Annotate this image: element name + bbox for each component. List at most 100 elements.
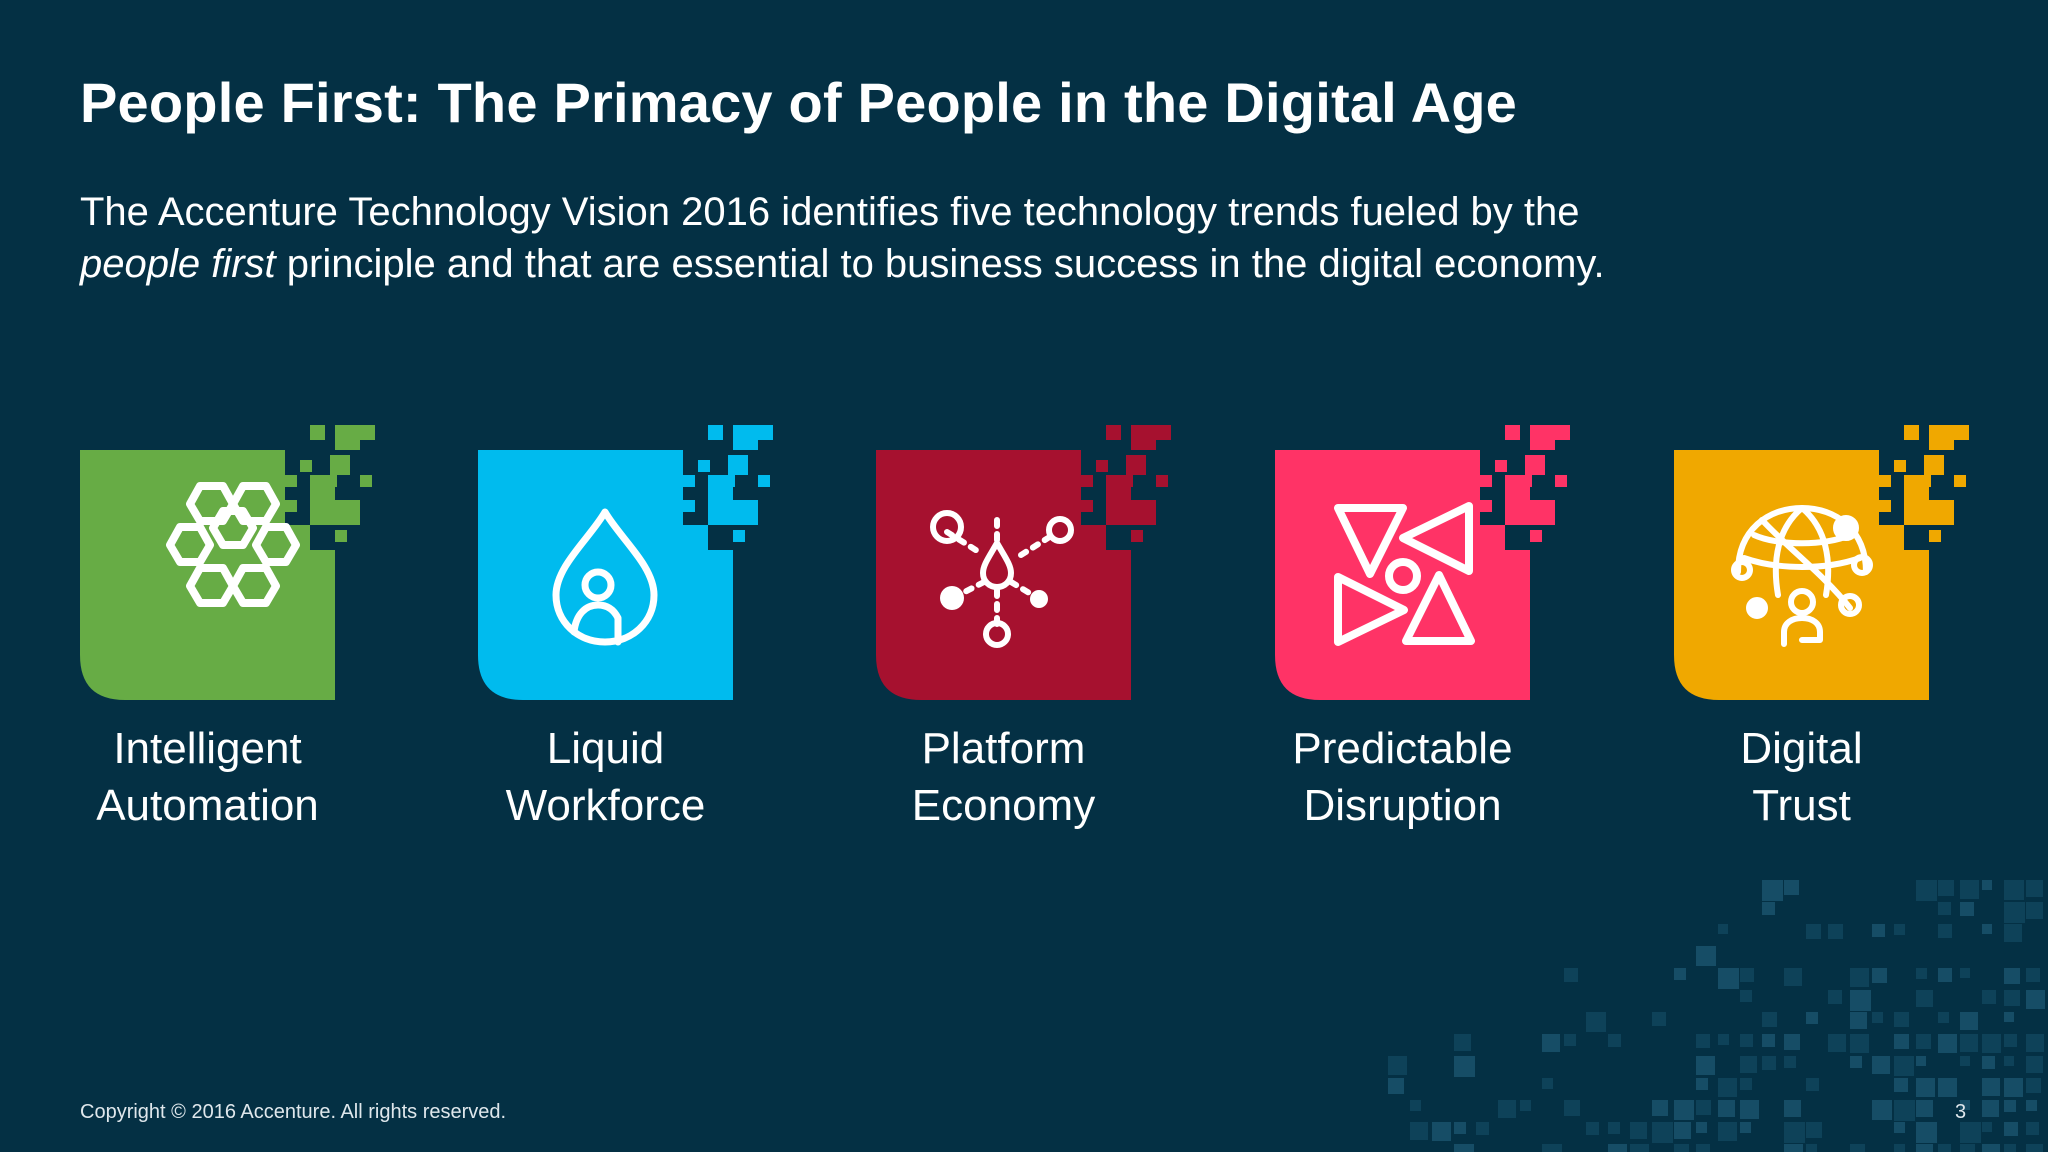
decor-pixel bbox=[2026, 1100, 2037, 1111]
decor-pixel bbox=[1960, 1034, 1978, 1052]
decor-pixel bbox=[1784, 1144, 1803, 1152]
decor-pixel bbox=[2004, 1122, 2018, 1136]
decor-pixel bbox=[1872, 924, 1885, 937]
decor-pixel bbox=[1982, 1056, 1995, 1069]
pinwheel-icon bbox=[1334, 502, 1475, 646]
decor-pixel bbox=[1718, 924, 1728, 934]
decor-pixel bbox=[1806, 1012, 1818, 1024]
decor-pixel bbox=[1454, 1034, 1471, 1051]
decor-pixel bbox=[1696, 946, 1716, 966]
decor-pixel bbox=[1828, 1034, 1846, 1052]
trend-tile-graphic bbox=[1674, 425, 1969, 700]
tile-shape bbox=[876, 425, 1171, 700]
decor-pixel bbox=[1938, 880, 1954, 896]
decor-pixel bbox=[1718, 1034, 1729, 1045]
decor-pixel bbox=[2026, 1144, 2043, 1152]
decor-pixel bbox=[2026, 880, 2043, 897]
decor-pixel bbox=[1586, 1122, 1599, 1135]
decor-pixel bbox=[1806, 1122, 1822, 1138]
decor-pixel bbox=[1960, 1056, 1970, 1066]
trend-tile-platform-economy: Platform Economy bbox=[876, 400, 1196, 850]
decor-pixel bbox=[1894, 1056, 1914, 1076]
trend-label: Intelligent Automation bbox=[96, 724, 319, 830]
decor-pixel bbox=[1938, 1034, 1957, 1053]
decor-pixel bbox=[1960, 1144, 1975, 1152]
decor-pixel bbox=[1916, 1056, 1926, 1066]
decor-pixel bbox=[1718, 1078, 1737, 1097]
decor-pixel bbox=[1850, 1034, 1869, 1053]
honeycomb-icon bbox=[166, 482, 300, 607]
decor-pixel bbox=[1872, 968, 1887, 983]
decor-pixel bbox=[1938, 1012, 1949, 1023]
decor-pixel bbox=[1498, 1100, 1516, 1118]
decor-pixel bbox=[1388, 1078, 1404, 1094]
decor-pixel bbox=[1586, 1012, 1606, 1032]
decor-pixel bbox=[1784, 1034, 1800, 1050]
trend-tile-intelligent-automation: Intelligent Automation bbox=[80, 400, 400, 850]
decor-pixel bbox=[1542, 1034, 1560, 1052]
decor-pixel bbox=[1542, 1078, 1553, 1089]
decor-pixel bbox=[1608, 1144, 1627, 1152]
decor-pixel bbox=[1696, 1034, 1710, 1048]
decor-pixel bbox=[1982, 1034, 2001, 1053]
decor-pixel bbox=[1740, 1056, 1757, 1073]
decor-pixel bbox=[1916, 1144, 1933, 1152]
tile-shape bbox=[1275, 425, 1570, 700]
decor-pixel bbox=[1784, 880, 1799, 895]
decor-pixel bbox=[1740, 990, 1752, 1002]
slide-title: People First: The Primacy of People in t… bbox=[80, 71, 1517, 134]
decor-pixel bbox=[1982, 1078, 2000, 1096]
decor-pixel bbox=[1564, 1034, 1576, 1046]
decor-pixel bbox=[1894, 924, 1905, 935]
decor-pixel bbox=[1454, 1122, 1466, 1134]
decor-pixel bbox=[1564, 968, 1578, 982]
decor-pixel bbox=[1630, 1144, 1649, 1152]
decor-pixel bbox=[1960, 880, 1979, 899]
decor-pixel bbox=[1806, 1144, 1817, 1152]
decor-pixel bbox=[1454, 1144, 1474, 1152]
decor-pixel bbox=[2004, 968, 2020, 984]
decor-pixel bbox=[1630, 1122, 1647, 1139]
decor-pixel bbox=[1938, 1078, 1957, 1097]
decor-pixel bbox=[1564, 1100, 1580, 1116]
decor-pixel bbox=[2026, 1034, 2044, 1052]
decor-pixel bbox=[1960, 968, 1970, 978]
decor-pixel bbox=[1916, 990, 1933, 1007]
decor-pixel bbox=[1696, 1100, 1711, 1115]
decor-pixel bbox=[1762, 880, 1783, 901]
decor-pixel bbox=[1806, 924, 1821, 939]
decor-pixel bbox=[2026, 1122, 2039, 1135]
decor-pixel bbox=[1410, 1122, 1428, 1140]
decor-pixel bbox=[1894, 1012, 1909, 1027]
decor-pixel bbox=[1960, 1122, 1981, 1143]
decor-pixel bbox=[1960, 902, 1974, 916]
decor-pixel bbox=[1784, 1122, 1805, 1143]
decor-pixel bbox=[1872, 1012, 1883, 1023]
decor-pixel bbox=[2004, 1034, 2017, 1047]
decor-pixel bbox=[1982, 990, 1996, 1004]
trend-tile-predictable-disruption: Predictable Disruption bbox=[1275, 400, 1595, 850]
decor-pixel bbox=[1696, 1056, 1715, 1075]
decor-pixel bbox=[1388, 1056, 1407, 1075]
pixel-decoration bbox=[1388, 880, 2045, 1152]
decor-pixel bbox=[1982, 924, 1992, 934]
decor-pixel bbox=[1894, 1144, 1905, 1152]
globe-person-icon bbox=[1731, 505, 1873, 647]
decor-pixel bbox=[2004, 902, 2025, 923]
decor-pixel bbox=[1674, 1122, 1691, 1139]
decor-pixel bbox=[1916, 968, 1927, 979]
decor-pixel bbox=[1938, 1144, 1951, 1152]
decor-pixel bbox=[1718, 1122, 1737, 1141]
trend-label: Digital Trust bbox=[1740, 724, 1863, 830]
decor-pixel bbox=[1762, 902, 1775, 915]
decor-pixel bbox=[1850, 1144, 1865, 1152]
decor-pixel bbox=[1850, 968, 1869, 987]
decor-pixel bbox=[1674, 968, 1686, 980]
decor-pixel bbox=[1608, 1122, 1620, 1134]
decor-pixel bbox=[1872, 1100, 1892, 1120]
decor-pixel bbox=[1894, 1078, 1908, 1092]
decor-pixel bbox=[1608, 1034, 1621, 1047]
subtitle-emphasis: people first bbox=[80, 242, 276, 286]
decor-pixel bbox=[1938, 968, 1952, 982]
